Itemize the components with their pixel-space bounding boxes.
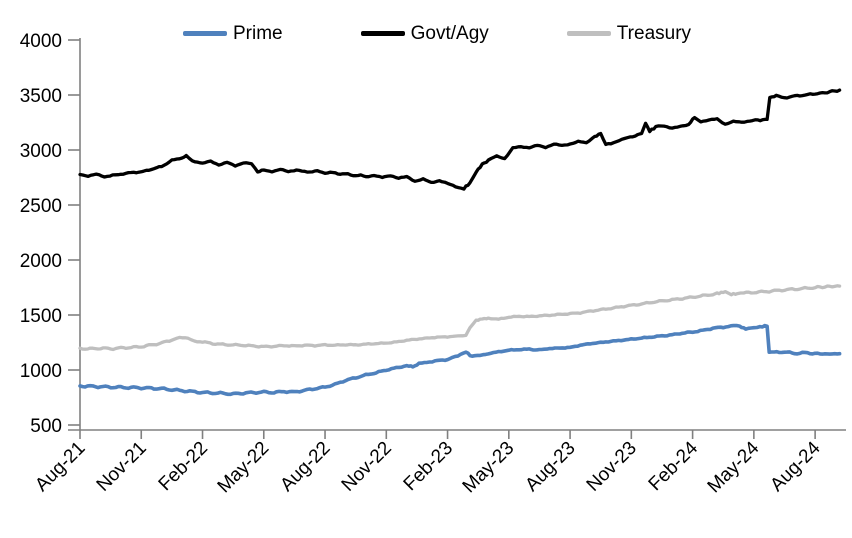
x-tick-label: Aug-24 <box>766 437 824 495</box>
series-line-prime <box>78 323 842 397</box>
x-tick-label: Feb-24 <box>645 437 703 495</box>
y-tick-label: 1000 <box>20 361 62 382</box>
legend-item-prime: Prime <box>183 24 283 43</box>
x-tick-label: Feb-23 <box>400 438 457 495</box>
x-tick-label: Feb-22 <box>155 438 212 495</box>
x-tick-label: Nov-23 <box>583 438 641 496</box>
x-tick-label: Aug-22 <box>276 438 334 496</box>
govt-agy-line-swatch <box>360 31 405 36</box>
y-tick-label: 2000 <box>20 251 62 272</box>
x-tick-label: May-23 <box>459 438 519 498</box>
legend-label-prime: Prime <box>233 23 283 44</box>
legend-item-treasury: Treasury <box>566 23 692 44</box>
x-tick-label: Aug-23 <box>521 438 579 496</box>
y-tick-label: 3000 <box>20 141 62 162</box>
prime-line-swatch <box>183 31 227 36</box>
legend-item-govt-agy: Govt/Agy <box>360 23 489 44</box>
y-tick-label: 3500 <box>20 86 62 107</box>
y-tick-label: 500 <box>30 416 62 437</box>
legend-label-govt-agy: Govt/Agy <box>410 23 489 44</box>
x-tick-label: May-24 <box>704 437 764 497</box>
y-tick-label: 1500 <box>20 306 62 327</box>
series-line-govt-agy <box>78 88 842 191</box>
x-tick-label: Nov-22 <box>338 438 396 496</box>
treasury-line-swatch <box>566 31 611 36</box>
x-tick-label: Nov-21 <box>93 438 151 496</box>
chart-legend: Prime Govt/Agy Treasury <box>183 24 691 43</box>
series-line-treasury <box>78 284 842 352</box>
x-tick-label: May-22 <box>214 438 274 498</box>
legend-label-treasury: Treasury <box>616 23 692 44</box>
x-tick-label: Aug-21 <box>31 438 89 496</box>
y-tick-label: 2500 <box>20 196 62 217</box>
y-tick-label: 4000 <box>20 31 62 52</box>
